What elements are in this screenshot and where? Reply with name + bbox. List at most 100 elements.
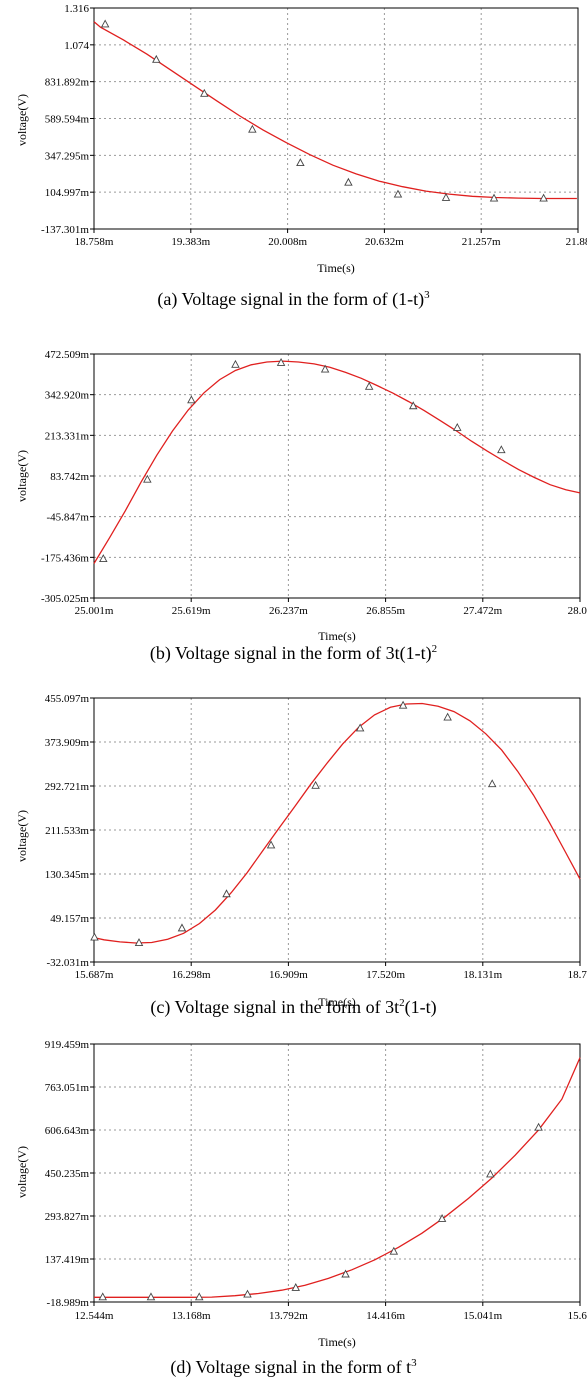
chart-a-series-line	[93, 21, 577, 200]
caption-c-sup: 2	[399, 997, 405, 1009]
chart-b-marker-1	[143, 474, 152, 483]
chart-d-ytick-label-2: 606.643m	[45, 1125, 90, 1137]
chart-a-xlabel: Time(s)	[317, 261, 355, 275]
chart-c-xtick-label-2: 16.909m	[269, 969, 308, 981]
chart-c-marker-0	[90, 932, 99, 941]
chart-d-ytick-label-1: 763.051m	[45, 1082, 90, 1094]
chart-c-xtick-label-0: 15.687m	[75, 969, 114, 981]
chart-d-xlabel: Time(s)	[318, 1335, 356, 1349]
chart-c-marker-3	[222, 889, 231, 898]
chart-d-marker-2	[194, 1292, 204, 1301]
caption-b-text: (b) Voltage signal in the form of 3t(1-t…	[149, 643, 432, 663]
chart-c-marker-7	[398, 700, 408, 709]
chart-d-svg: 919.459m 763.051m 606.643m 450.235m 293.827m…	[15, 1039, 587, 1349]
chart-b-marker-7	[408, 401, 418, 410]
chart-a-svg: 1.316 1.074 831.892m 589.594m 347.295m 104.99…	[15, 3, 587, 275]
chart-c-svg: 455.097m 373.909m 292.721m 211.533m 130.345m…	[15, 693, 587, 1009]
chart-c-marker-6	[355, 723, 365, 732]
chart-d-ytick-label-4: 293.827m	[45, 1211, 90, 1223]
chart-d-xtick-label-1: 13.168m	[172, 1310, 211, 1322]
chart-c-ytick-label-3: 211.533m	[45, 825, 89, 837]
chart-d-xtick-label-3: 14.416m	[366, 1310, 405, 1322]
chart-b-marker-9	[497, 445, 506, 454]
chart-b-ytick-label-4: -45.847m	[47, 512, 90, 524]
chart-a-xtick-label-1: 19.383m	[171, 236, 210, 248]
chart-b-xtick-label-0: 25.001m	[75, 605, 114, 617]
chart-panel-a: 1.316 1.074 831.892m 589.594m 347.295m 104.99…	[0, 0, 587, 330]
chart-d-ylabel: voltage(V)	[15, 1146, 29, 1198]
chart-d-marker-4	[291, 1283, 301, 1291]
caption-a: (a) Voltage signal in the form of (1-t)3	[0, 289, 587, 310]
chart-b-marker-0	[99, 554, 108, 563]
chart-a-marker-2	[200, 88, 209, 97]
chart-a-xtick-label-4: 21.257m	[462, 236, 501, 248]
chart-b-ytick-label-0: 472.509m	[45, 349, 90, 361]
chart-a-marker-7	[441, 192, 451, 201]
chart-b-marker-8	[453, 422, 462, 431]
chart-d-xtick-label-4: 15.041m	[463, 1310, 502, 1322]
caption-c: (c) Voltage signal in the form of 3t2(1-…	[0, 997, 587, 1018]
chart-c-xtick-label-5: 18.74	[568, 969, 587, 981]
chart-b-xtick-label-5: 28.09	[568, 605, 587, 617]
chart-a-ytick-label-2: 831.892m	[45, 77, 90, 89]
chart-panel-d: 919.459m 763.051m 606.643m 450.235m 293.827m…	[0, 1039, 587, 1389]
chart-b-marker-4	[276, 357, 286, 366]
chart-d-marker-3	[243, 1289, 252, 1298]
chart-c-marker-1	[134, 938, 144, 946]
chart-a-marker-8	[489, 193, 499, 202]
chart-c-series-line	[93, 702, 581, 944]
chart-c-ytick-label-5: 49.157m	[50, 913, 89, 925]
chart-a-ylabel: voltage(V)	[15, 94, 29, 146]
chart-b-marker-5	[320, 364, 330, 373]
chart-b-ytick-label-3: 83.742m	[50, 471, 89, 483]
chart-c-xtick-label-3: 17.520m	[366, 969, 405, 981]
caption-d-sup: 3	[411, 1357, 417, 1369]
chart-c-xlabel: Time(s)	[318, 995, 356, 1009]
chart-d-marker-9	[534, 1122, 543, 1131]
chart-c-ytick-label-4: 130.345m	[45, 869, 90, 881]
chart-b-xtick-label-2: 26.237m	[269, 605, 308, 617]
chart-b-frame	[93, 353, 581, 599]
chart-d-marker-0	[98, 1292, 107, 1301]
chart-a-xtick-label-5: 21.88	[566, 236, 587, 248]
chart-d-series-line	[94, 1057, 581, 1298]
chart-d-ytick-label-0: 919.459m	[45, 1039, 90, 1051]
chart-d-marker-1	[146, 1292, 156, 1301]
chart-panel-c: 455.097m 373.909m 292.721m 211.533m 130.345m…	[0, 693, 587, 1046]
chart-c-xtick-label-4: 18.131m	[463, 969, 502, 981]
chart-panel-b: 472.509m 342.920m 213.331m 83.742m -45.847m -…	[0, 349, 587, 692]
chart-b-marker-6	[364, 381, 374, 390]
chart-b-marker-2	[187, 395, 196, 404]
caption-b-sup: 2	[431, 643, 438, 655]
chart-a-marker-4	[296, 158, 305, 167]
chart-d-ytick-label-6: -18.989m	[47, 1297, 90, 1309]
chart-d-xtick-label-5: 15.66	[568, 1310, 587, 1322]
chart-d-ytick-label-5: 137.419m	[45, 1254, 90, 1266]
caption-c-suffix: (1-t)	[404, 997, 437, 1017]
chart-d-marker-6	[389, 1246, 399, 1255]
chart-a-ytick-label-3: 589.594m	[45, 114, 90, 126]
chart-b-marker-3	[231, 359, 240, 368]
caption-b: (b) Voltage signal in the form of 3t(1-t…	[0, 643, 587, 664]
chart-b-ytick-label-1: 342.920m	[45, 390, 90, 402]
chart-b-ytick-label-6: -305.025m	[41, 593, 89, 605]
chart-b-xtick-label-3: 26.855m	[366, 605, 405, 617]
chart-a-ytick-label-0: 1.316	[64, 3, 89, 15]
chart-c-ytick-label-1: 373.909m	[45, 737, 90, 749]
chart-c-frame	[93, 697, 581, 963]
caption-a-text: (a) Voltage signal in the form of (1-t)	[157, 289, 425, 309]
chart-c-ytick-label-2: 292.721m	[45, 781, 90, 793]
chart-c-xtick-label-1: 16.298m	[172, 969, 211, 981]
chart-d-marker-8	[486, 1169, 495, 1178]
chart-c-ytick-label-0: 455.097m	[45, 693, 90, 705]
chart-a-ytick-label-1: 1.074	[64, 40, 89, 52]
caption-a-sup: 3	[424, 289, 430, 301]
chart-a-ytick-label-5: 104.997m	[45, 187, 90, 199]
chart-d-frame	[93, 1043, 581, 1303]
caption-d: (d) Voltage signal in the form of t3	[0, 1357, 587, 1378]
chart-d-marker-7	[437, 1214, 447, 1222]
chart-b-ytick-label-2: 213.331m	[45, 430, 90, 442]
chart-c-ylabel: voltage(V)	[15, 810, 29, 862]
chart-b-ytick-label-5: -175.436m	[41, 552, 89, 564]
chart-a-marker-3	[248, 124, 257, 133]
